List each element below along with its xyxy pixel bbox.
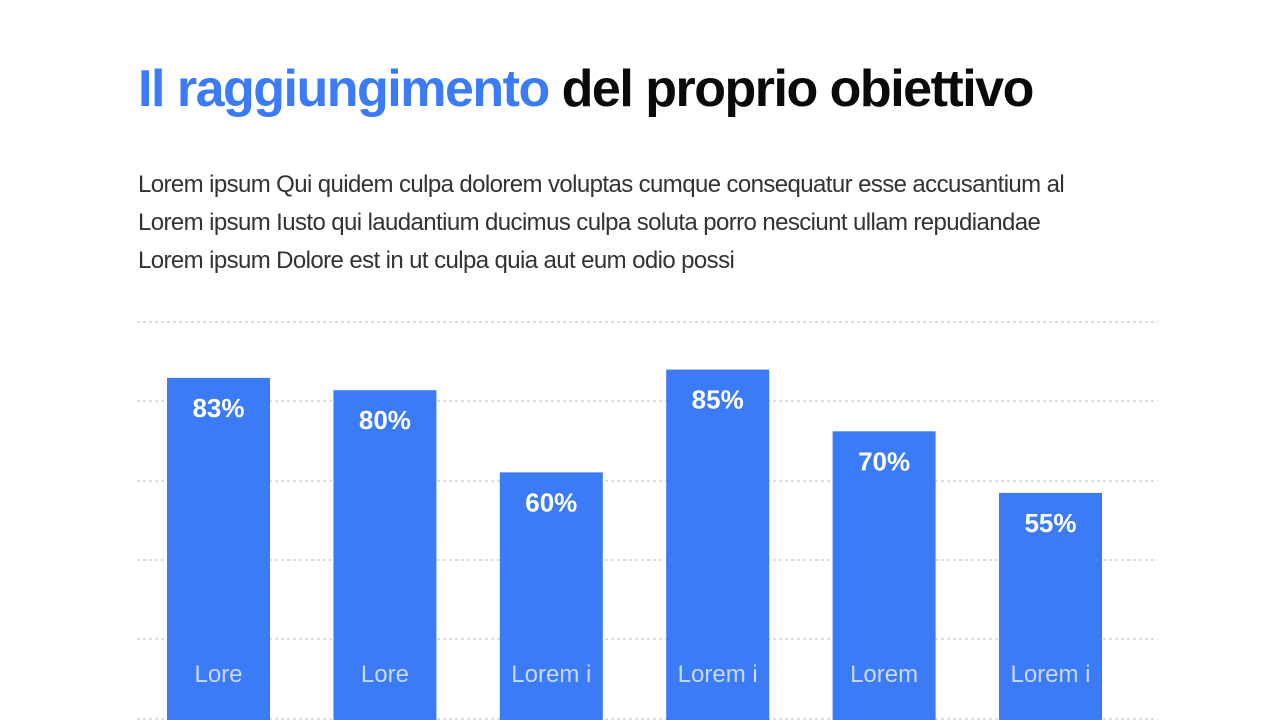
subtitle: Lorem ipsum Qui quidem culpa dolorem vol… <box>138 166 1178 280</box>
bar-category-label: Lore <box>194 661 242 688</box>
title-rest: del proprio obiettivo <box>561 60 1035 118</box>
bar <box>167 377 270 720</box>
bar-category-label: Lorem <box>850 661 918 688</box>
bar <box>999 492 1102 720</box>
subtitle-line: Lorem ipsum Qui quidem culpa dolorem vol… <box>138 171 1065 198</box>
bar-value-label: 55% <box>1024 508 1076 538</box>
subtitle-line: Lorem ipsum Iusto qui laudantium ducimus… <box>138 209 1041 236</box>
bar <box>333 390 437 720</box>
subtitle-line: Lorem ipsum Dolore est in ut culpa quia … <box>138 247 735 274</box>
bar-value-label: 85% <box>692 385 744 415</box>
bar-category-label: Lorem i <box>1010 661 1090 688</box>
bar-category-label: Lorem i <box>511 661 591 688</box>
bar-value-label: 60% <box>525 487 577 517</box>
bar-category-label: Lore <box>361 661 409 688</box>
bar-value-label: 83% <box>192 393 244 423</box>
title-accent: Il raggiungimento <box>138 60 550 118</box>
bar-value-label: 70% <box>858 446 910 476</box>
bar-category-label: Lorem i <box>678 661 758 688</box>
bar <box>832 431 936 720</box>
bar <box>499 472 603 720</box>
bar <box>666 369 770 720</box>
page-title: Il raggiungimento del proprio obiettivo <box>138 56 1035 122</box>
bar-value-label: 80% <box>359 405 411 435</box>
